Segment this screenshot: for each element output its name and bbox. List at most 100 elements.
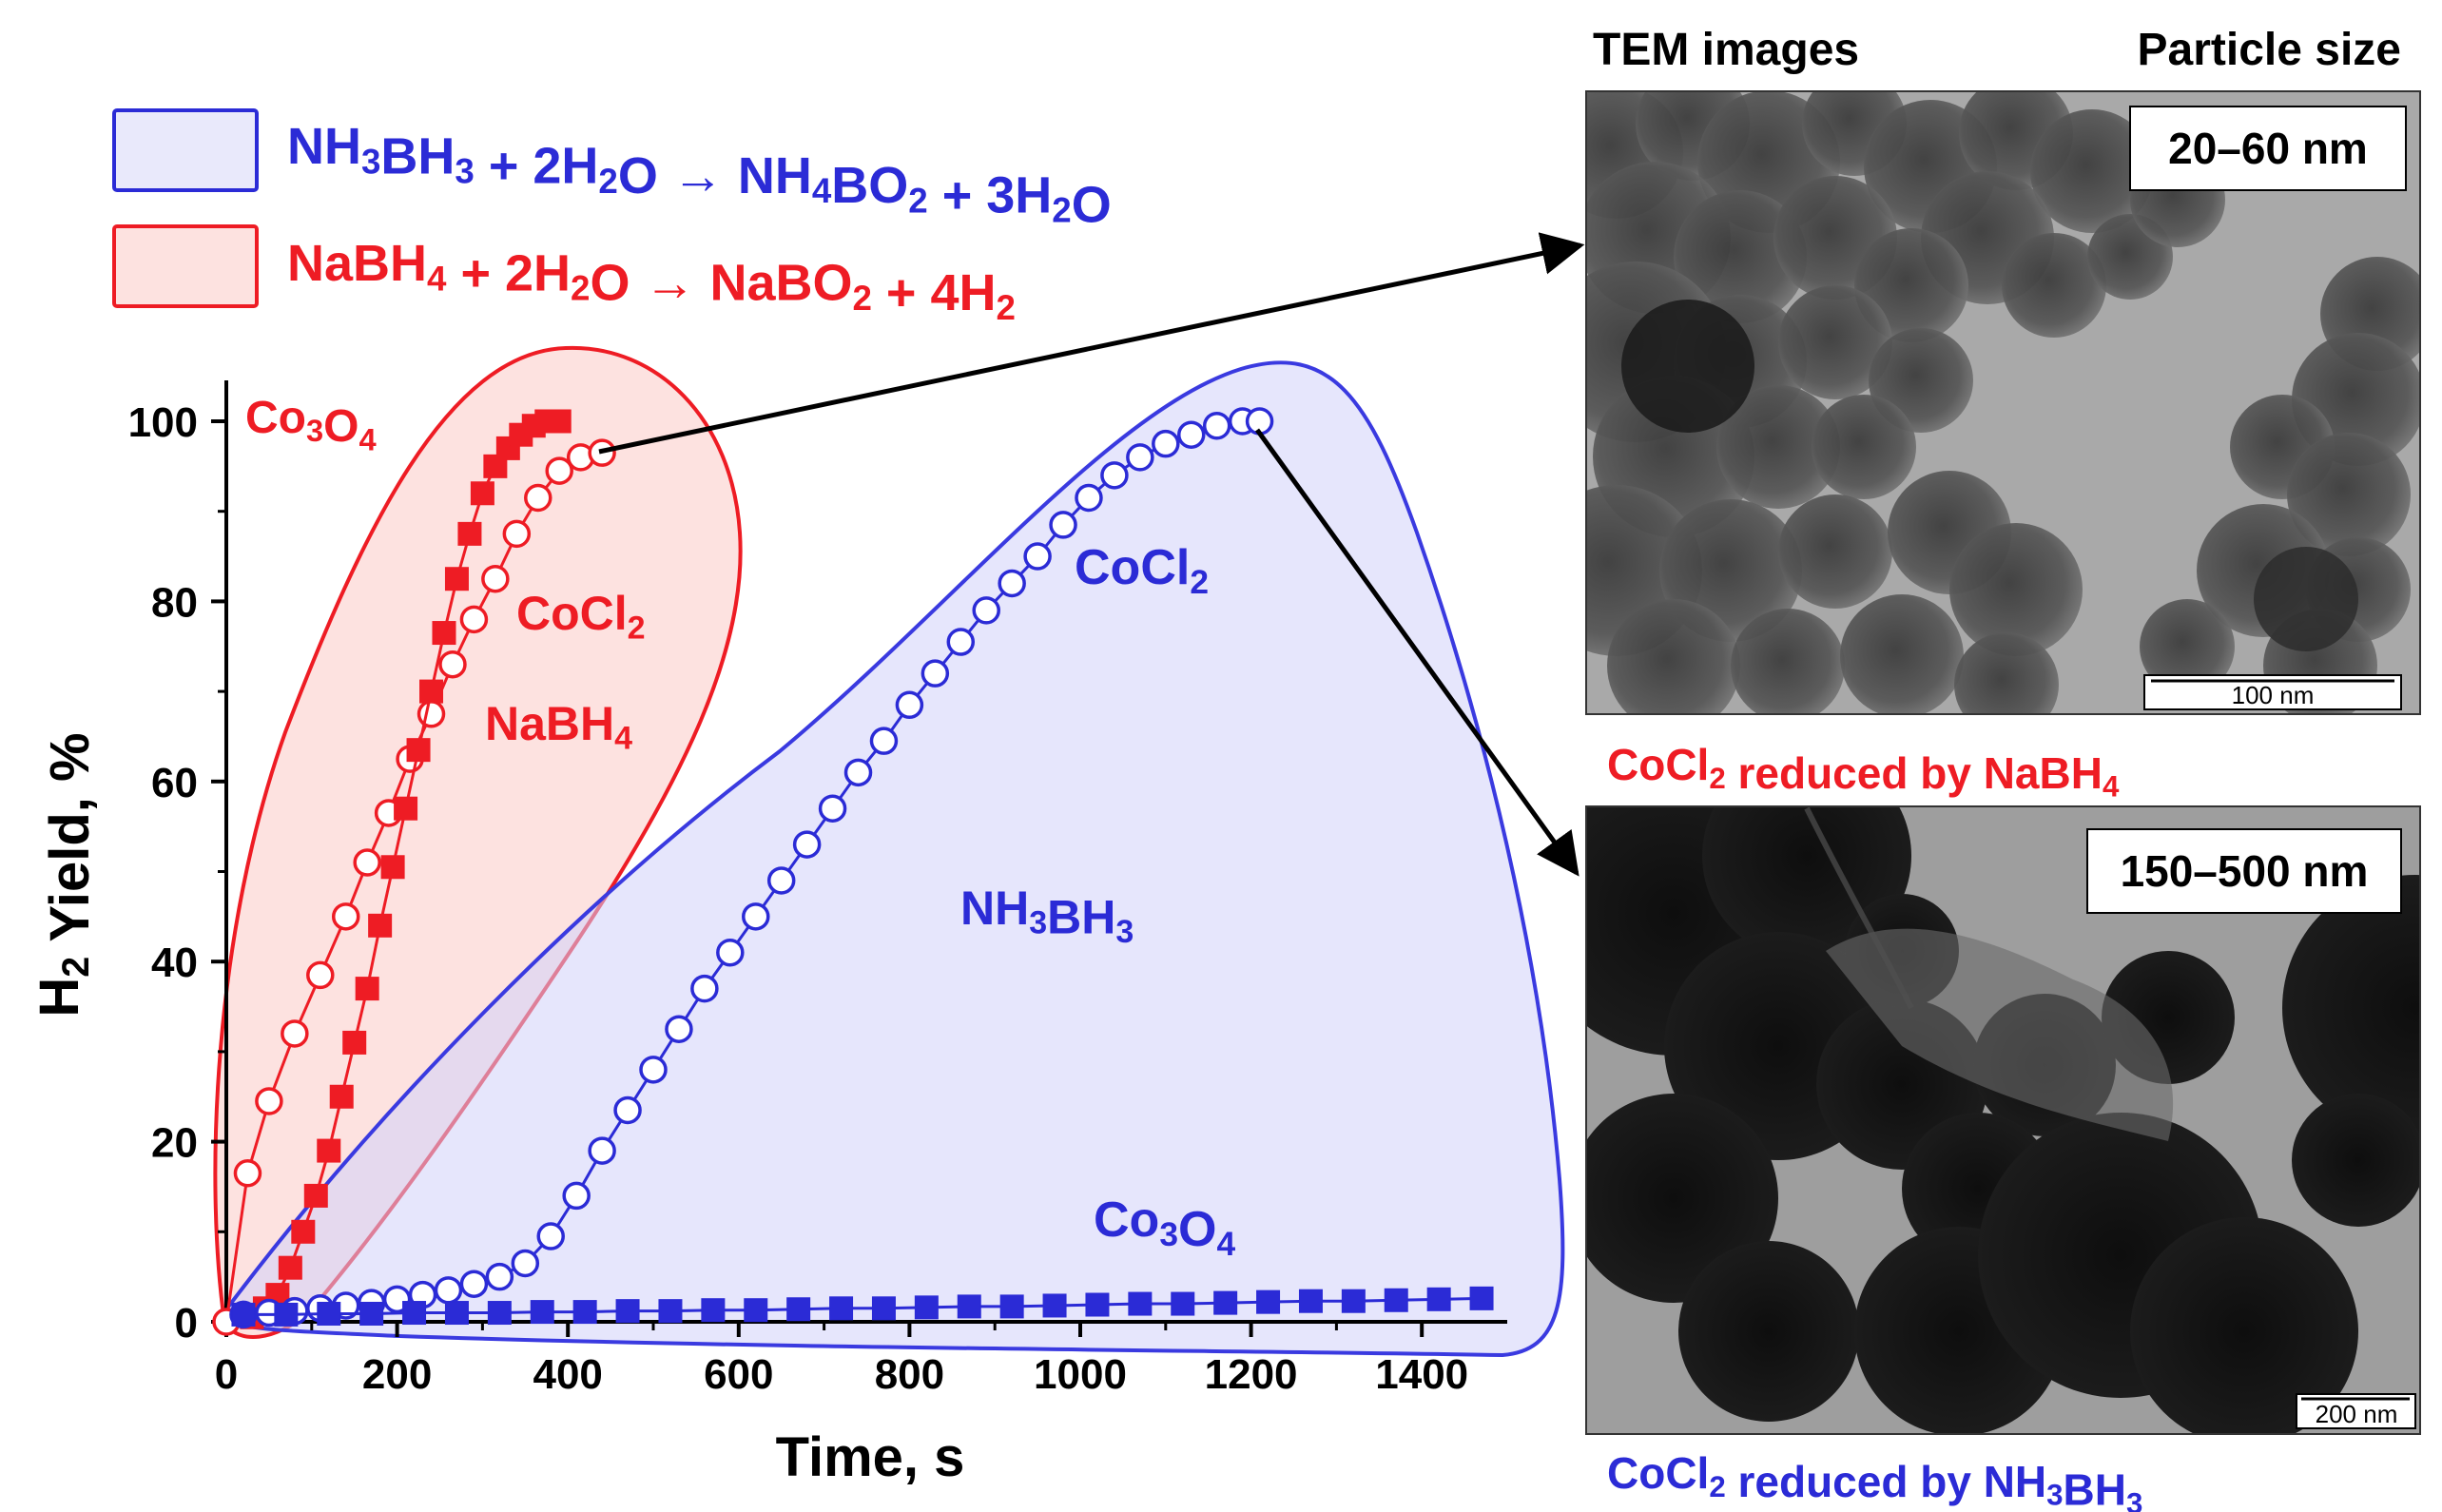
data-point: [658, 1299, 683, 1324]
data-point: [1256, 1289, 1281, 1314]
tem-image-top-frame: [1585, 90, 2421, 715]
data-point: [459, 1270, 489, 1298]
legend-label-nabh4: NaBH4 + 2H2O → NaBO2 + 4H2: [287, 235, 1016, 327]
data-point: [457, 521, 482, 546]
data-point: [317, 1138, 341, 1163]
annotation-blue-cocl2: CoCl2: [1075, 540, 1209, 601]
data-point: [487, 1301, 512, 1326]
data-point: [829, 1296, 854, 1321]
data-point: [524, 483, 552, 513]
annotation-red-cocl2: CoCl2: [516, 587, 646, 647]
tem-particle: [1949, 523, 2083, 656]
data-point: [946, 628, 976, 656]
y-tick-label: 60: [151, 760, 198, 806]
data-point: [317, 1301, 341, 1326]
tem-size-label-top: 20–60 nm: [2168, 124, 2368, 173]
data-point: [701, 1298, 726, 1323]
data-point: [639, 1056, 668, 1084]
tem-particle: [1778, 285, 1892, 399]
data-point: [353, 848, 381, 877]
data-point: [1202, 411, 1231, 440]
legend-swatch-nh3bh3: [112, 108, 259, 192]
tem-image-bottom: [1586, 806, 2420, 1434]
data-point: [231, 1302, 256, 1327]
x-axis-title: Time, s: [776, 1426, 965, 1488]
tem-particle: [2002, 233, 2106, 338]
data-point: [255, 1087, 283, 1115]
data-point: [1298, 1289, 1323, 1313]
data-point: [359, 1301, 384, 1326]
arrow-to-top-tem: [598, 232, 1585, 455]
data-point: [1023, 542, 1052, 571]
data-point: [530, 1300, 554, 1325]
data-point: [278, 1255, 302, 1280]
data-point: [1341, 1289, 1366, 1313]
data-point: [536, 1222, 565, 1250]
x-tick-label: 1400: [1375, 1351, 1468, 1398]
data-point: [1469, 1286, 1494, 1310]
tem-image-bottom-frame: [1585, 805, 2421, 1435]
data-point: [871, 1296, 896, 1321]
tem-particle: [1716, 385, 1840, 509]
data-point: [281, 1019, 309, 1048]
annotation-blue-co3o4: Co3O4: [1094, 1192, 1235, 1263]
tem-scale-label-bottom: 200 nm: [2316, 1400, 2398, 1428]
y-tick-label: 100: [128, 399, 198, 446]
tem-particle: [1840, 594, 1964, 714]
data-point: [766, 866, 796, 895]
data-point: [406, 738, 431, 763]
data-point: [368, 913, 393, 938]
x-tick-label: 400: [533, 1351, 602, 1398]
data-point: [1049, 511, 1077, 539]
data-point: [615, 1299, 640, 1324]
data-point: [547, 409, 572, 434]
y-tick-label: 0: [175, 1300, 198, 1347]
data-point: [613, 1095, 642, 1125]
data-point: [394, 796, 418, 821]
y-tick-label: 40: [151, 940, 198, 986]
tem-gel-layer: [1826, 928, 2174, 1141]
data-point: [459, 605, 489, 634]
tem-particle: [2130, 1217, 2358, 1434]
annotation-red-co3o4: Co3O4: [245, 393, 377, 456]
data-point: [744, 1298, 768, 1323]
data-point: [999, 1294, 1024, 1319]
data-point: [444, 1301, 469, 1326]
tem-particle: [1778, 494, 1892, 609]
data-point: [380, 855, 405, 880]
data-point: [588, 1136, 616, 1165]
tem-particle: [1607, 599, 1740, 714]
tem-particle: [1678, 1241, 1859, 1422]
tem-particle: [2030, 109, 2154, 233]
data-point: [914, 1295, 939, 1320]
tem-size-box-bottom: [2086, 828, 2402, 914]
tem-caption-top: CoCl2 reduced by NaBH4: [1607, 740, 2120, 804]
tem-particle: [2140, 599, 2235, 694]
y-axis-title: H2 Yield, %: [29, 732, 101, 1017]
data-point: [562, 1181, 591, 1211]
tem-header-right: Particle size: [2138, 25, 2402, 75]
tem-particle-dark: [2254, 547, 2358, 651]
chart-series: [212, 407, 1494, 1336]
data-point: [495, 436, 520, 460]
data-point: [572, 1300, 597, 1325]
data-point: [485, 1262, 514, 1291]
data-point: [1384, 1288, 1408, 1312]
data-point: [342, 1030, 367, 1055]
data-point: [957, 1294, 981, 1319]
data-point: [921, 659, 950, 688]
data-point: [716, 938, 745, 967]
data-point: [1213, 1290, 1238, 1315]
data-point: [417, 700, 446, 728]
data-point: [1126, 443, 1154, 472]
data-point: [481, 564, 510, 593]
tem-particle-dark: [1621, 300, 1754, 433]
tem-particle: [1731, 609, 1845, 714]
data-point: [792, 830, 822, 859]
x-tick-label: 200: [362, 1351, 432, 1398]
tem-particle: [2282, 875, 2420, 1141]
data-point: [1075, 483, 1103, 513]
tem-particle: [2292, 1094, 2420, 1227]
x-tick-label: 1000: [1034, 1351, 1127, 1398]
